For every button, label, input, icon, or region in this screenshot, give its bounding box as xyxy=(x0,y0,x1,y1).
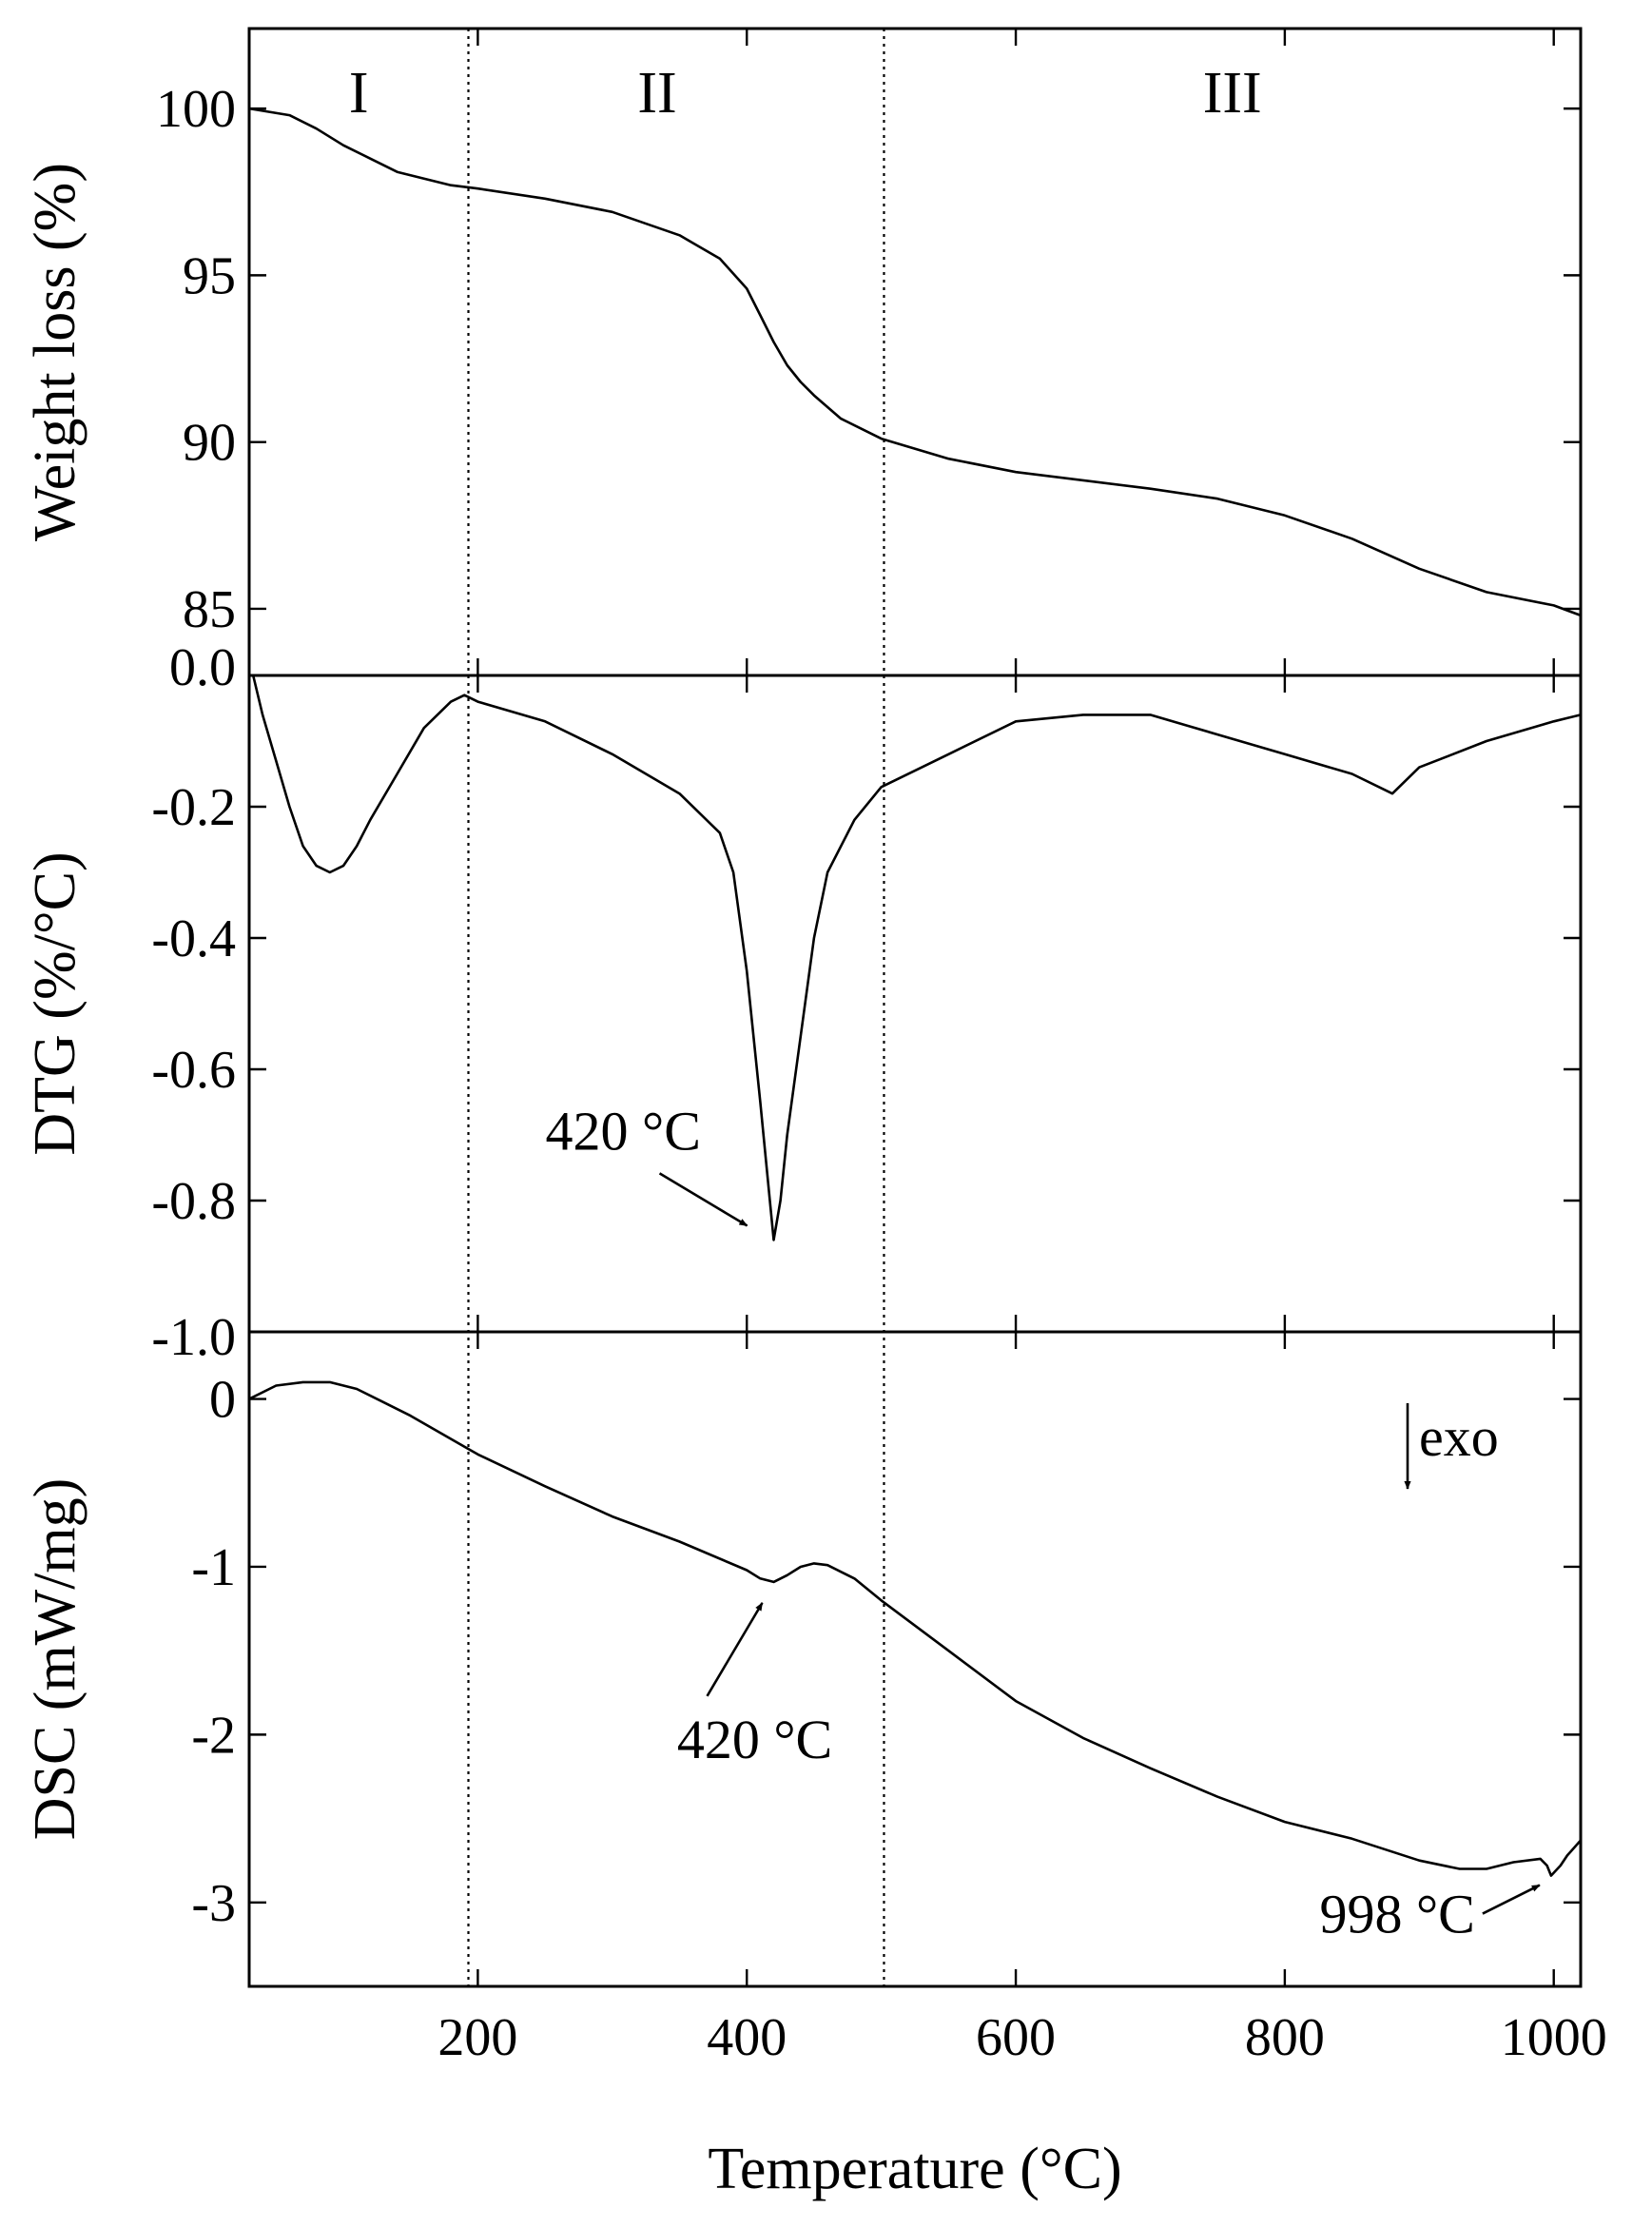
y-tick-label: -0.4 xyxy=(151,909,236,968)
x-tick-label: 400 xyxy=(707,2008,787,2067)
plot-frame xyxy=(247,27,1583,677)
y-axis-label: DSC (mW/mg) xyxy=(23,1478,87,1841)
region-label: I xyxy=(349,61,369,126)
x-axis-label: Temperature (°C) xyxy=(708,2137,1121,2201)
x-tick-label: 1000 xyxy=(1501,2008,1607,2067)
annotation-arrow-icon xyxy=(706,1602,764,1697)
y-tick-label: 95 xyxy=(183,246,236,305)
y-tick-label: -3 xyxy=(191,1874,236,1933)
series-line-tg xyxy=(248,107,1582,617)
series-line-dtg xyxy=(251,674,1582,1241)
y-tick-label: -0.6 xyxy=(151,1041,236,1100)
series-line-dsc xyxy=(248,1380,1582,1877)
y-tick-label: 0 xyxy=(209,1371,236,1430)
region-label: II xyxy=(637,61,676,126)
y-tick-label: -1 xyxy=(191,1538,236,1597)
y-tick-label: -0.2 xyxy=(151,778,236,837)
y-tick-label: -0.8 xyxy=(151,1172,236,1231)
peak-annotation-label: 998 °C xyxy=(1319,1884,1474,1945)
x-tick-label: 800 xyxy=(1245,2008,1325,2067)
x-tick-label: 200 xyxy=(437,2008,517,2067)
annotation-arrow-icon xyxy=(1482,1884,1541,1915)
y-tick-label: 85 xyxy=(183,580,236,639)
peak-annotation-label: 420 °C xyxy=(546,1100,701,1162)
plot-frame xyxy=(247,674,1583,1334)
annotation-arrow-icon xyxy=(658,1172,748,1227)
y-tick-label: 0.0 xyxy=(169,638,236,697)
region-label: III xyxy=(1203,61,1262,126)
y-axis-label: Weight loss (%) xyxy=(23,163,87,541)
y-axis-label: DTG (%/°C) xyxy=(23,851,87,1155)
y-tick-label: -2 xyxy=(191,1706,236,1765)
y-tick-label: 100 xyxy=(156,80,236,139)
x-tick-label: 600 xyxy=(976,2008,1056,2067)
y-tick-label: -1.0 xyxy=(151,1308,236,1367)
plot-frame xyxy=(247,1330,1583,1988)
exo-label: exo xyxy=(1419,1406,1499,1468)
panel-dtg: 0.0 -0.2 -0.4 -0.6 -0.8 -1.0 DTG (%/°C) 420 °C xyxy=(23,638,1583,1367)
panel-tg: 85 90 95 100 Weight loss (%) xyxy=(23,27,1583,677)
y-tick-label: 90 xyxy=(183,414,236,473)
panel-dsc: 0 -1 -2 -3 200 400 600 800 1000 DSC (mW/mg) Temper… xyxy=(23,1330,1607,2201)
peak-annotation-label: 420 °C xyxy=(677,1709,832,1770)
